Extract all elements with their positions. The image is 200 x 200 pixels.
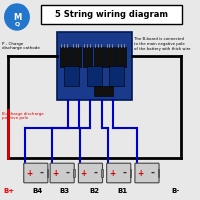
Bar [71,47,81,67]
Text: -: - [150,168,154,178]
Bar [87,66,102,86]
Text: +: + [26,168,32,178]
Bar [94,47,104,67]
FancyBboxPatch shape [107,163,131,183]
Bar [83,47,92,67]
FancyBboxPatch shape [135,163,159,183]
Text: M: M [13,12,21,21]
Text: B-: B- [171,188,179,194]
Text: Q: Q [14,22,20,27]
FancyBboxPatch shape [78,163,103,183]
Bar [105,47,115,67]
Bar [130,169,131,177]
Text: B4: B4 [33,188,43,194]
Bar [94,86,113,96]
Text: -: - [122,168,126,178]
Bar [109,66,124,86]
Text: B1: B1 [117,188,128,194]
FancyBboxPatch shape [41,5,182,24]
Bar [101,169,103,177]
Text: -: - [65,168,69,178]
Text: +: + [137,168,144,178]
Bar [64,66,79,86]
Text: B2: B2 [89,188,99,194]
Circle shape [5,4,29,30]
Text: +: + [109,168,115,178]
Text: -: - [39,168,43,178]
Text: B3: B3 [59,188,69,194]
Text: +: + [52,168,59,178]
Text: +: + [81,168,87,178]
Text: B=charge discharge
positive pole: B=charge discharge positive pole [2,112,44,120]
Bar [73,169,75,177]
FancyBboxPatch shape [24,163,48,183]
Bar [116,47,126,67]
Bar [158,169,159,177]
Text: B+: B+ [4,188,15,194]
Bar [60,47,70,67]
Circle shape [9,5,16,13]
Text: -: - [94,168,98,178]
Text: 5 String wiring diagram: 5 String wiring diagram [55,10,168,19]
Circle shape [18,5,25,13]
FancyBboxPatch shape [50,163,74,183]
Text: P - Charge
discharge cathode: P - Charge discharge cathode [2,42,40,50]
Bar [57,32,132,100]
Text: The B-board is connected
to the main negative pole
of the battery with thick wir: The B-board is connected to the main neg… [134,37,190,51]
Bar [47,169,48,177]
